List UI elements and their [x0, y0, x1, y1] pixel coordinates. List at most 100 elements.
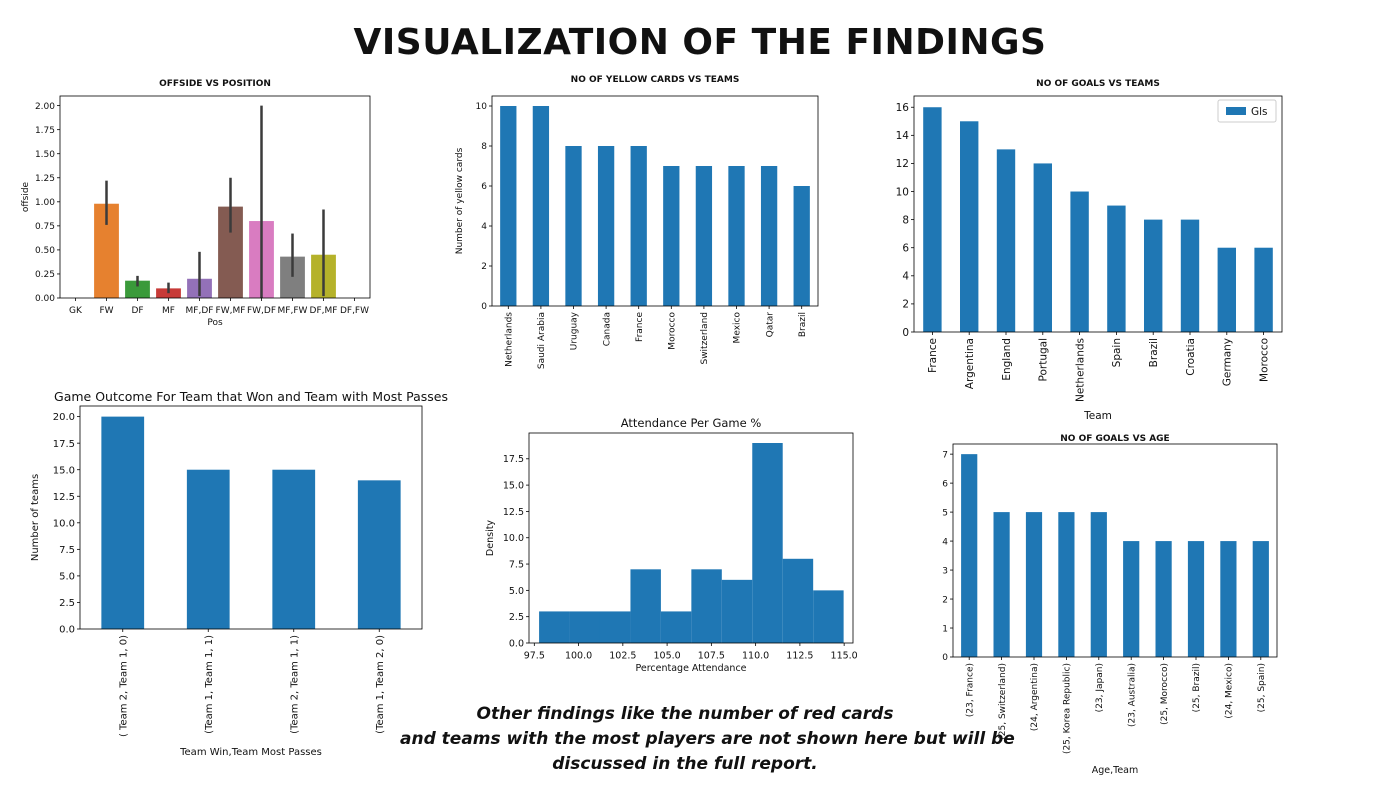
y-tick-label: 10 — [896, 186, 909, 198]
bar — [1180, 219, 1200, 332]
histogram-bar — [660, 611, 692, 643]
chart-title: Game Outcome For Team that Won and Team … — [54, 389, 448, 404]
y-tick-label: 4 — [902, 271, 909, 283]
x-tick-label: 100.0 — [565, 651, 592, 662]
y-tick-label: 0.0 — [509, 638, 524, 649]
y-tick-label: 10.0 — [503, 533, 524, 544]
x-tick-label: Germany — [1222, 338, 1234, 386]
x-tick-label: Saudi Arabia — [537, 312, 547, 369]
y-tick-label: 12 — [896, 158, 909, 170]
legend-label: Gls — [1251, 106, 1268, 118]
y-tick-label: 5 — [942, 508, 948, 518]
bar — [1090, 512, 1107, 657]
x-tick-label: (25, Korea Republic) — [1063, 663, 1073, 754]
x-tick-label: Netherlands — [505, 312, 515, 367]
x-tick-label: France — [927, 338, 939, 373]
y-axis-label: offside — [21, 181, 31, 212]
bar — [1123, 541, 1140, 657]
x-tick-label: Qatar — [765, 312, 775, 338]
x-tick-label: FW,MF — [216, 306, 246, 316]
histogram-bar — [813, 590, 844, 643]
y-tick-label: 3 — [942, 566, 948, 576]
y-tick-label: 0.25 — [35, 270, 55, 280]
x-tick-label: Spain — [1111, 338, 1123, 367]
y-tick-label: 17.5 — [53, 439, 75, 450]
x-tick-label: 102.5 — [609, 651, 636, 662]
y-tick-label: 1 — [942, 624, 948, 634]
bar — [532, 106, 550, 306]
x-tick-label: FW — [99, 306, 113, 316]
y-tick-label: 10.0 — [53, 518, 75, 529]
x-axis-label: Team Win,Team Most Passes — [179, 747, 322, 758]
x-tick-label: 110.0 — [742, 651, 769, 662]
x-tick-label: (25, Brazil) — [1192, 663, 1202, 712]
bar — [1220, 541, 1237, 657]
y-tick-label: 1.75 — [35, 126, 55, 136]
histogram-bar — [782, 558, 814, 643]
bar — [793, 186, 810, 306]
page-title: VISUALIZATION OF THE FINDINGS — [353, 22, 1047, 63]
chart-title: OFFSIDE VS POSITION — [159, 79, 271, 89]
x-tick-label: 112.5 — [786, 651, 813, 662]
x-tick-label: (25, Morocco) — [1160, 663, 1170, 725]
x-tick-label: Canada — [602, 312, 612, 346]
histogram-bar — [721, 579, 753, 643]
chart-title: Attendance Per Game % — [621, 416, 762, 430]
bar — [565, 146, 582, 306]
x-tick-label: MF,FW — [278, 306, 308, 316]
bar — [1025, 512, 1043, 657]
y-tick-label: 6 — [902, 242, 909, 254]
footnote: Other findings like the number of red ca… — [400, 702, 1015, 777]
y-tick-label: 2 — [902, 299, 909, 311]
x-tick-label: Mexico — [733, 312, 743, 344]
y-tick-label: 16 — [896, 102, 910, 114]
y-tick-label: 14 — [896, 130, 910, 142]
bar — [1254, 247, 1273, 332]
x-tick-label: 115.0 — [831, 651, 858, 662]
y-tick-label: 6 — [481, 182, 487, 192]
bar — [663, 166, 680, 306]
x-tick-label: DF — [131, 306, 143, 316]
x-tick-label: ( Team 2, Team 1, 0) — [118, 635, 129, 737]
y-tick-label: 2.5 — [509, 612, 524, 623]
footnote-line: discussed in the full report. — [552, 754, 818, 774]
y-axis-label: Number of teams — [30, 474, 41, 561]
x-tick-label: 97.5 — [524, 651, 545, 662]
y-tick-label: 5.0 — [509, 586, 524, 597]
y-tick-label: 7 — [942, 450, 948, 460]
y-axis-label: Density — [485, 520, 496, 556]
x-tick-label: (24, Argentina) — [1030, 663, 1040, 731]
y-tick-label: 4 — [942, 537, 948, 547]
bar — [1070, 191, 1089, 332]
y-tick-label: 7.5 — [59, 545, 75, 556]
x-tick-label: Croatia — [1185, 338, 1197, 376]
x-tick-label: (Team 1, Team 1, 1) — [204, 635, 215, 734]
bar — [1058, 512, 1075, 657]
x-tick-label: England — [1001, 338, 1013, 381]
bar — [695, 166, 713, 306]
bar — [1252, 541, 1269, 657]
chart-title: NO OF YELLOW CARDS VS TEAMS — [571, 75, 740, 85]
chart-title: NO OF GOALS VS AGE — [1060, 434, 1169, 444]
x-tick-label: France — [635, 312, 645, 342]
x-tick-label: (23, Australia) — [1127, 663, 1137, 727]
y-tick-label: 4 — [481, 222, 487, 232]
bar — [272, 469, 316, 629]
x-tick-label: DF,MF — [310, 306, 338, 316]
x-tick-label: Brazil — [1148, 338, 1160, 367]
bar — [728, 166, 745, 306]
x-tick-label: Morocco — [1258, 338, 1270, 382]
x-tick-label: Argentina — [964, 338, 976, 389]
x-tick-label: Uruguay — [570, 311, 580, 350]
y-tick-label: 7.5 — [509, 559, 524, 570]
x-tick-label: 105.0 — [653, 651, 680, 662]
bar — [186, 469, 230, 629]
histogram-bar — [752, 443, 783, 643]
x-axis-label: Percentage Attendance — [635, 663, 746, 674]
x-tick-label: 107.5 — [698, 651, 725, 662]
plot-frame — [79, 405, 423, 630]
